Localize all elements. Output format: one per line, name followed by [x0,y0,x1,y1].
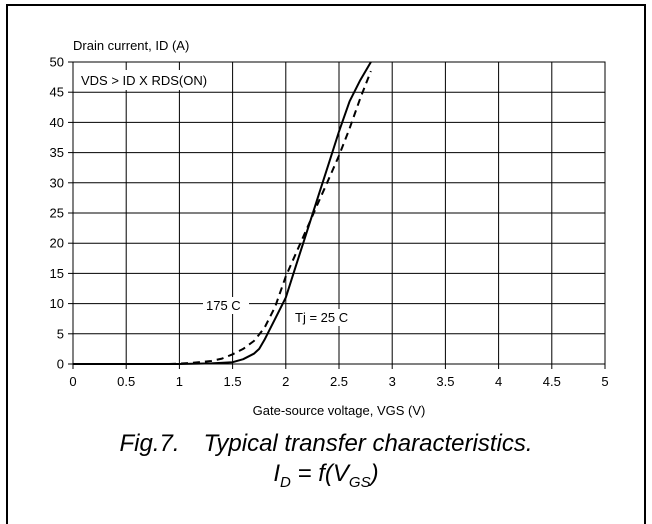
series-label-175c-bg [203,297,249,314]
y-tick-label: 10 [50,296,64,311]
eq-close: ) [370,460,379,487]
y-tick-label: 30 [50,175,64,190]
figure-number: Fig.7. [119,430,180,457]
y-tick-label: 20 [50,236,64,251]
grid [73,62,605,364]
series-line-tj-25c [73,61,372,365]
y-tick-label: 50 [50,55,64,70]
x-tick-label: 5 [601,374,608,389]
y-tick-label: 25 [50,206,64,221]
y-tick-label: 35 [50,145,64,160]
series-line-tj-175c [73,70,372,365]
y-tick-label: 40 [50,115,64,130]
x-tick-label: 1 [176,374,183,389]
eq-subscript-gs: GS [348,473,371,491]
x-axis-label: Gate-source voltage, VGS (V) [253,403,426,418]
x-tick-label: 0 [69,374,76,389]
eq-function: = f(V [290,460,349,487]
series-lines [73,61,372,365]
y-tick-label: 45 [50,85,64,100]
series-label-25c: Tj = 25 C [295,310,348,325]
x-tick-label: 3 [389,374,396,389]
y-tick-label: 15 [50,266,64,281]
figure-equation: ID = f(VGS) [0,460,652,491]
y-axis-label: Drain current, ID (A) [73,38,189,53]
eq-subscript-d: D [280,473,291,491]
tick-labels: 0 0.5 1 1.5 2 2.5 3 3.5 4 4.5 50510152025303540455… [50,55,609,390]
series-label-25c-bg [292,309,364,326]
x-tick-label: 4.5 [543,374,561,389]
x-tick-label: 2 [282,374,289,389]
x-tick-label: 4 [495,374,502,389]
transfer-characteristics-chart: 0 0.5 1 1.5 2 2.5 3 3.5 4 4.5 50510152025303540455… [50,38,609,418]
condition-label: VDS > ID X RDS(ON) [81,73,207,88]
figure-title: Typical transfer characteristics. [203,430,533,457]
x-tick-label: 0.5 [117,374,135,389]
figure-frame [6,4,646,524]
condition-label-bg [77,70,229,90]
series-label-175c: 175 C [206,298,241,313]
y-tick-label: 5 [57,326,64,341]
figure-caption: Fig.7. Typical transfer characteristics. [0,430,652,458]
y-tick-label: 0 [57,357,64,372]
eq-symbol-i: I [273,460,281,487]
x-tick-label: 2.5 [330,374,348,389]
x-tick-label: 3.5 [436,374,454,389]
x-tick-label: 1.5 [224,374,242,389]
